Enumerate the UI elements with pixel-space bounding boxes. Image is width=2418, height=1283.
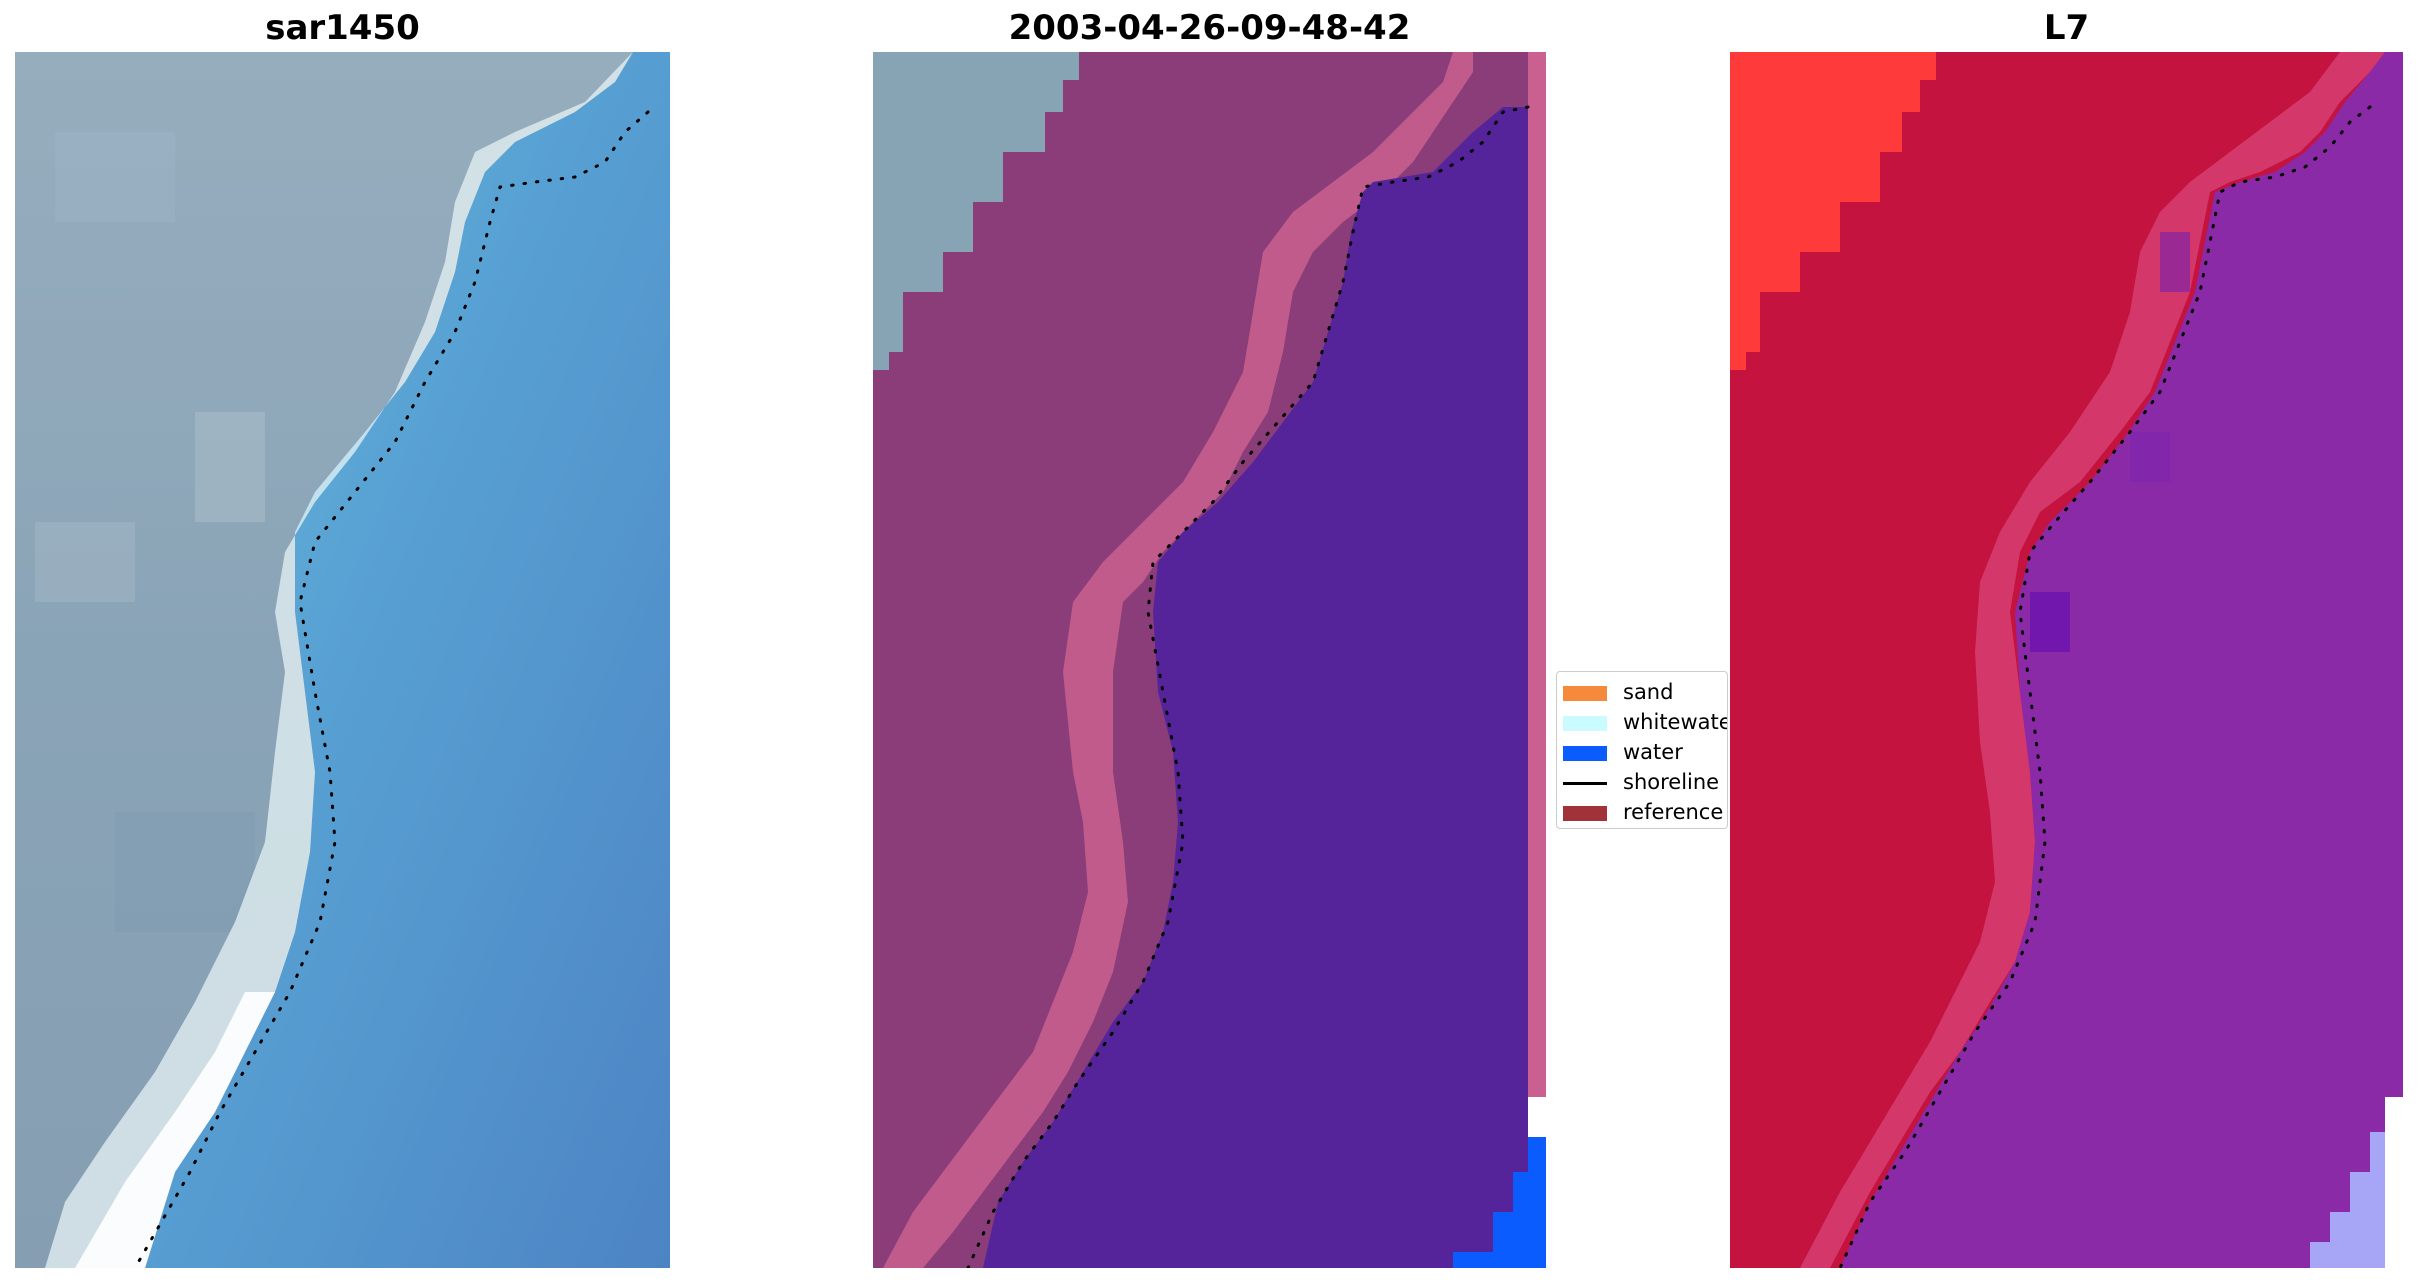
panel-title-rgb: sar1450 [265, 8, 420, 48]
class-edge-strip [1528, 52, 1546, 1097]
panel-title-classification: 2003-04-26-09-48-42 [1008, 8, 1411, 48]
class-blue-water-patch [1453, 1137, 1546, 1268]
rgb-surf-zone [45, 52, 633, 1268]
legend-label-sand: sand [1623, 680, 1674, 704]
rgb-image-panel [15, 52, 670, 1268]
legend-label-whitewater: whitewater [1623, 710, 1727, 734]
ndwi-image [1730, 52, 2403, 1268]
legend-label-reference: reference [1623, 800, 1724, 824]
legend: sand whitewater water shoreline referenc… [1556, 671, 1728, 829]
rgb-image [15, 52, 670, 1268]
panel-title-ndwi: L7 [2043, 8, 2090, 48]
legend-label-shoreline: shoreline [1623, 770, 1720, 794]
classification-image [873, 52, 1546, 1268]
rgb-shoreline [133, 110, 650, 1268]
legend-swatch-reference [1563, 806, 1607, 821]
legend-swatch-sand [1563, 686, 1607, 701]
legend-swatch-water [1563, 746, 1607, 761]
class-rgb-corner [873, 52, 1079, 370]
legend-label-water: water [1623, 740, 1683, 764]
ndwi-lavender-patch [2310, 1132, 2385, 1268]
ndwi-shoreline [1838, 105, 2372, 1268]
rgb-water-area [145, 52, 670, 1268]
class-water-area [983, 107, 1528, 1268]
legend-swatch-whitewater [1563, 716, 1607, 731]
classification-panel [873, 52, 1546, 1268]
ndwi-panel [1730, 52, 2403, 1268]
legend-line-shoreline [1563, 782, 1607, 785]
ndwi-water-area [1840, 52, 2403, 1268]
ndwi-red-corner [1730, 52, 1936, 370]
